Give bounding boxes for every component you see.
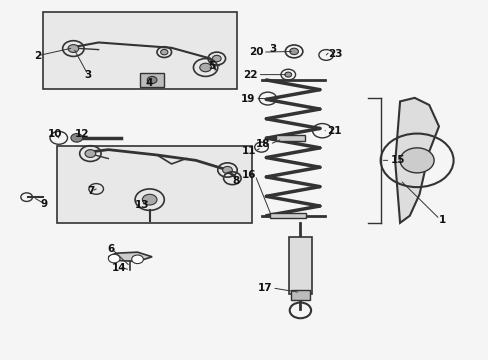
Bar xyxy=(269,213,305,217)
Bar xyxy=(276,135,305,141)
Circle shape xyxy=(399,148,433,173)
Bar xyxy=(42,12,237,89)
Bar xyxy=(290,290,309,300)
Text: 8: 8 xyxy=(232,176,239,186)
Text: 5: 5 xyxy=(208,61,215,71)
Circle shape xyxy=(71,134,82,142)
Text: 17: 17 xyxy=(258,283,272,293)
Circle shape xyxy=(85,150,96,157)
Circle shape xyxy=(68,45,79,53)
Circle shape xyxy=(108,254,120,263)
Circle shape xyxy=(285,72,291,77)
Text: 7: 7 xyxy=(87,186,95,197)
Text: 12: 12 xyxy=(74,129,89,139)
Circle shape xyxy=(200,63,211,72)
Text: 6: 6 xyxy=(107,244,114,253)
Text: 20: 20 xyxy=(249,47,264,57)
Text: 4: 4 xyxy=(146,78,153,88)
Text: 3: 3 xyxy=(84,70,91,80)
Text: 3: 3 xyxy=(268,44,276,54)
Bar xyxy=(57,146,251,223)
Circle shape xyxy=(147,76,157,84)
Text: 14: 14 xyxy=(112,262,126,273)
Text: 2: 2 xyxy=(34,51,41,61)
Text: 18: 18 xyxy=(255,139,270,149)
Circle shape xyxy=(212,55,221,62)
Text: 1: 1 xyxy=(438,215,446,225)
Polygon shape xyxy=(108,252,152,261)
Text: 19: 19 xyxy=(241,94,255,104)
Text: 13: 13 xyxy=(135,200,149,210)
Circle shape xyxy=(131,255,143,264)
Circle shape xyxy=(289,48,298,55)
Text: 16: 16 xyxy=(242,170,256,180)
Text: 21: 21 xyxy=(326,126,341,136)
Circle shape xyxy=(222,166,232,174)
Text: 11: 11 xyxy=(242,147,256,157)
Text: 15: 15 xyxy=(389,156,404,165)
Polygon shape xyxy=(394,98,438,223)
Text: 23: 23 xyxy=(327,49,342,59)
Circle shape xyxy=(142,194,157,205)
Bar xyxy=(140,73,164,87)
Text: 22: 22 xyxy=(243,69,258,80)
Text: 10: 10 xyxy=(47,129,62,139)
Text: 9: 9 xyxy=(41,199,48,209)
Circle shape xyxy=(160,49,167,55)
Bar xyxy=(288,237,311,294)
